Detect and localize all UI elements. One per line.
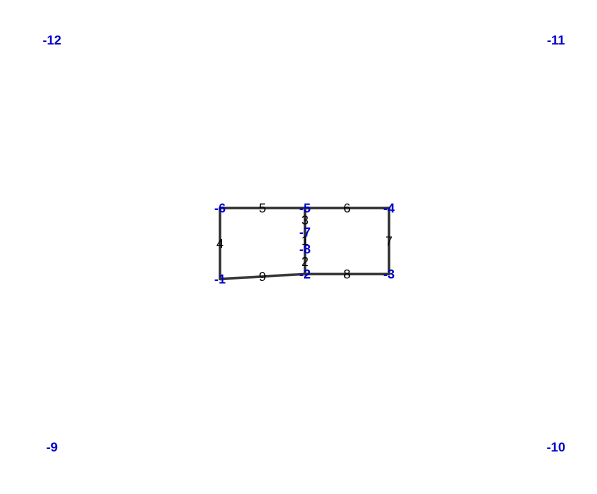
edge-n-1-n-2 bbox=[218, 272, 307, 281]
edge-labels-layer: 5 6 4 7 9 8 3 1 2 bbox=[216, 201, 392, 285]
node-label: -6 bbox=[214, 201, 226, 216]
edge-label: 5 bbox=[259, 201, 266, 216]
edge-label: 2 bbox=[301, 254, 308, 269]
node-label: -11 bbox=[547, 33, 565, 48]
node-label: -3 bbox=[383, 267, 395, 282]
edge-label: 6 bbox=[343, 201, 350, 216]
node-label: -7 bbox=[299, 225, 311, 240]
node-label: -4 bbox=[383, 201, 395, 216]
edges-layer bbox=[218, 206, 391, 281]
edge-label: 3 bbox=[301, 213, 308, 228]
node-label: -2 bbox=[299, 267, 311, 282]
edge-label: 1 bbox=[301, 233, 308, 248]
node-label: -9 bbox=[46, 440, 58, 455]
edge-label: 4 bbox=[216, 236, 223, 251]
node-label: -10 bbox=[547, 440, 566, 455]
nodes-layer: -12 -11 -9 -10 -6 -5 -4 -7 -8 -2 -1 -3 bbox=[43, 33, 566, 455]
edge-label: 7 bbox=[385, 234, 392, 249]
node-label: -12 bbox=[43, 33, 62, 48]
node-label: -8 bbox=[299, 242, 311, 257]
node-label: -1 bbox=[214, 272, 226, 287]
edge-label: 9 bbox=[259, 269, 266, 284]
edge-label: 8 bbox=[343, 267, 350, 282]
node-label: -5 bbox=[299, 201, 311, 216]
